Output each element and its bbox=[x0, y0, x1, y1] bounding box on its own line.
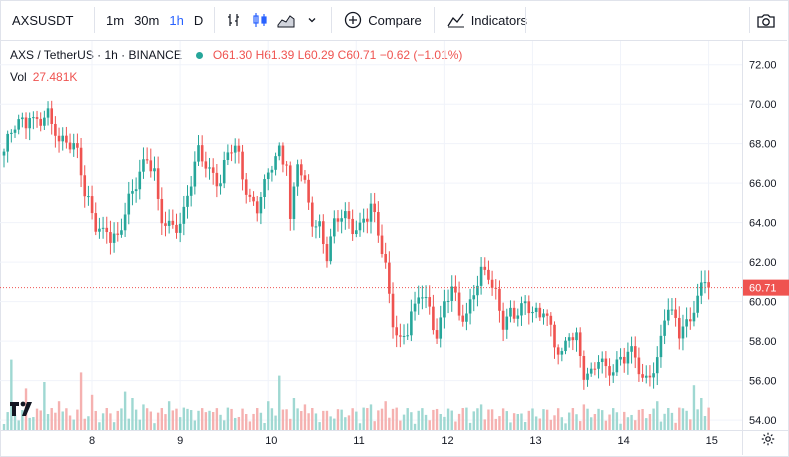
symbol-legend: AXS / TetherUS · 1h · BINANCE O61.30 H61… bbox=[10, 48, 462, 62]
camera-icon[interactable] bbox=[753, 8, 779, 34]
interval-30m[interactable]: 30m bbox=[134, 12, 160, 28]
interval-1m[interactable]: 1m bbox=[106, 12, 125, 28]
toolbar-divider bbox=[433, 7, 435, 33]
indicators-label: Indicators bbox=[470, 12, 528, 28]
ohlc-values: O61.30 H61.39 L60.29 C60.71 −0.62 (−1.01… bbox=[213, 48, 463, 62]
toolbar-divider bbox=[94, 7, 95, 33]
chevron-down-icon[interactable] bbox=[299, 7, 325, 33]
indicators-icon bbox=[447, 13, 464, 28]
low-value: L60.29 bbox=[297, 48, 335, 62]
close-value: C60.71 bbox=[337, 48, 377, 62]
symbol-title: AXS / TetherUS · 1h · BINANCE bbox=[10, 48, 182, 62]
toolbar-divider bbox=[749, 7, 750, 33]
symbol-search[interactable]: AXSUSDT bbox=[12, 12, 74, 28]
volume-value: 27.481K bbox=[32, 70, 78, 84]
candles-chart-type-icon[interactable] bbox=[247, 7, 273, 33]
interval-1h[interactable]: 1h bbox=[169, 12, 184, 28]
area-chart-type-icon[interactable] bbox=[273, 7, 299, 33]
tradingview-logo bbox=[8, 398, 38, 420]
bar-chart-type-icon[interactable] bbox=[221, 7, 247, 33]
change-value: −0.62 (−1.01%) bbox=[379, 48, 463, 62]
compare-button[interactable]: Compare bbox=[338, 11, 427, 29]
toolbar-divider bbox=[214, 7, 216, 33]
volume-legend: Vol 27.481K bbox=[10, 70, 77, 84]
compare-label: Compare bbox=[368, 12, 422, 28]
gear-icon[interactable] bbox=[761, 432, 775, 451]
market-status-icon bbox=[195, 51, 203, 59]
interval-d[interactable]: D bbox=[193, 12, 204, 28]
high-value: H61.39 bbox=[255, 48, 295, 62]
toolbar-divider bbox=[525, 7, 526, 33]
top-toolbar: AXSUSDT 1m 30m 1h D Compare Indicators bbox=[0, 0, 787, 41]
volume-label: Vol bbox=[10, 70, 27, 84]
indicators-button[interactable]: Indicators bbox=[441, 12, 533, 28]
plus-circle-icon bbox=[345, 11, 362, 29]
toolbar-divider bbox=[331, 7, 333, 33]
open-value: O61.30 bbox=[212, 48, 253, 62]
